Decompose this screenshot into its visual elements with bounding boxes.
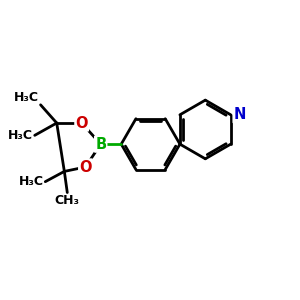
Text: B: B [95,136,106,152]
Text: CH₃: CH₃ [55,194,80,207]
Text: H₃C: H₃C [14,91,39,104]
Text: O: O [79,160,92,175]
Text: H₃C: H₃C [19,175,44,188]
Text: O: O [75,116,88,130]
Text: N: N [234,107,246,122]
Text: H₃C: H₃C [8,129,33,142]
